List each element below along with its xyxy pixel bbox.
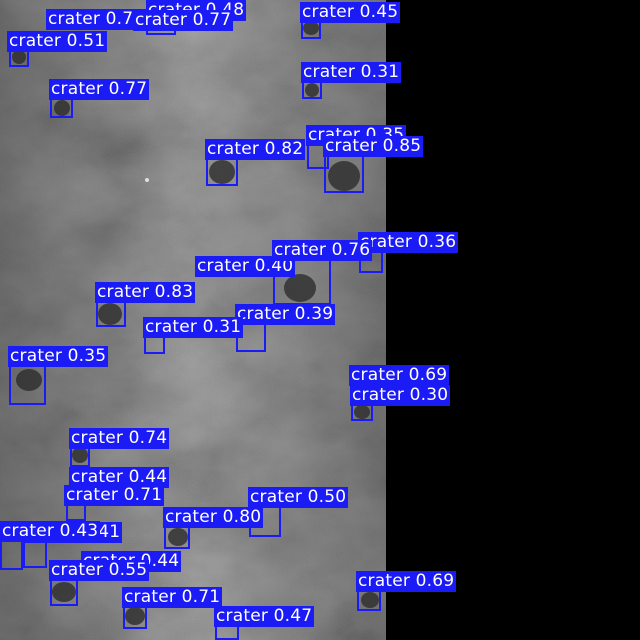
crater-detection-box	[0, 538, 23, 570]
crater-detection-box	[23, 540, 47, 568]
detection-label: crater 0.69	[356, 571, 457, 592]
detection-label: crater 0.77	[133, 10, 234, 31]
detection-label: crater 0.83	[95, 282, 196, 303]
crater-detection-box	[70, 447, 90, 467]
detection-label: crater 0.50	[248, 487, 349, 508]
crater-detection-box	[206, 156, 238, 186]
detection-label: crater 0.43	[0, 521, 101, 542]
crater-detection-box	[324, 153, 364, 193]
detection-label: crater 0.40	[195, 256, 296, 277]
detection-label: crater 0.30	[350, 385, 451, 406]
detection-label: crater 0.82	[205, 139, 306, 160]
crater-detection-box	[123, 605, 147, 629]
detection-label: crater 0.80	[163, 507, 264, 528]
crater-detection-box	[9, 364, 46, 405]
crater-detection-box	[164, 525, 190, 549]
crater-detection-box	[96, 299, 126, 327]
detection-label: crater 0.77	[49, 79, 150, 100]
detection-label: crater 0.74	[69, 428, 170, 449]
detection-label: crater 0.55	[49, 560, 150, 581]
detection-label: crater 0.77	[46, 9, 147, 30]
detection-label: crater 0.39	[235, 304, 336, 325]
detection-label: crater 0.69	[349, 365, 450, 386]
detection-label: crater 0.51	[7, 31, 108, 52]
crater-detection-box	[357, 589, 381, 611]
detection-label: crater 0.71	[122, 587, 223, 608]
detection-label: crater 0.35	[8, 346, 109, 367]
detection-label: crater 0.85	[323, 136, 424, 157]
detection-label: crater 0.31	[143, 317, 244, 338]
detection-label: crater 0.45	[300, 2, 401, 23]
detection-label: crater 0.31	[301, 62, 402, 83]
detection-label: crater 0.44	[69, 467, 170, 488]
crater-detection-box	[50, 578, 78, 606]
detection-label: crater 0.71	[64, 485, 165, 506]
detection-label: crater 0.76	[272, 240, 373, 261]
detection-label: crater 0.36	[358, 232, 459, 253]
detection-label: crater 0.47	[214, 606, 315, 627]
